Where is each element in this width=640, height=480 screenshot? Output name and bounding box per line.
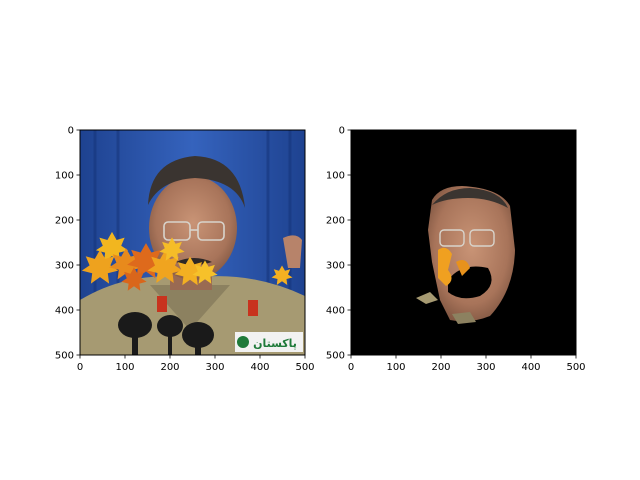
ytick-label-right-1: 100 (326, 171, 345, 182)
xtick-label-left-0: 0 (77, 362, 83, 373)
xtick-label-right-3: 300 (476, 362, 495, 373)
ytick-label-left-4: 400 (55, 306, 74, 317)
ytick-label-right-5: 500 (326, 351, 345, 362)
axes-right-frame (350, 129, 577, 356)
xtick-label-right-5: 500 (566, 362, 585, 373)
xtick-label-right-0: 0 (348, 362, 354, 373)
channel-logo-text: پاکستان (253, 337, 297, 350)
ytick-label-left-5: 500 (55, 351, 74, 362)
ytick-label-right-2: 200 (326, 216, 345, 227)
ytick-label-left-3: 300 (55, 261, 74, 272)
ytick-label-left-0: 0 (68, 126, 74, 137)
xtick-label-left-5: 500 (295, 362, 314, 373)
xtick-label-right-2: 200 (431, 362, 450, 373)
photo-image: پاکستان (80, 130, 305, 355)
ytick-label-right-3: 300 (326, 261, 345, 272)
axes-left-frame (79, 129, 306, 356)
xtick-label-right-4: 400 (521, 362, 540, 373)
xtick-label-right-1: 100 (386, 362, 405, 373)
xtick-label-left-1: 100 (115, 362, 134, 373)
ytick-label-left-2: 200 (55, 216, 74, 227)
ytick-label-left-1: 100 (55, 171, 74, 182)
xtick-label-left-4: 400 (250, 362, 269, 373)
xtick-label-left-3: 300 (205, 362, 224, 373)
mask-image (351, 130, 576, 355)
xtick-label-left-2: 200 (160, 362, 179, 373)
ytick-label-right-0: 0 (339, 126, 345, 137)
ytick-label-right-4: 400 (326, 306, 345, 317)
